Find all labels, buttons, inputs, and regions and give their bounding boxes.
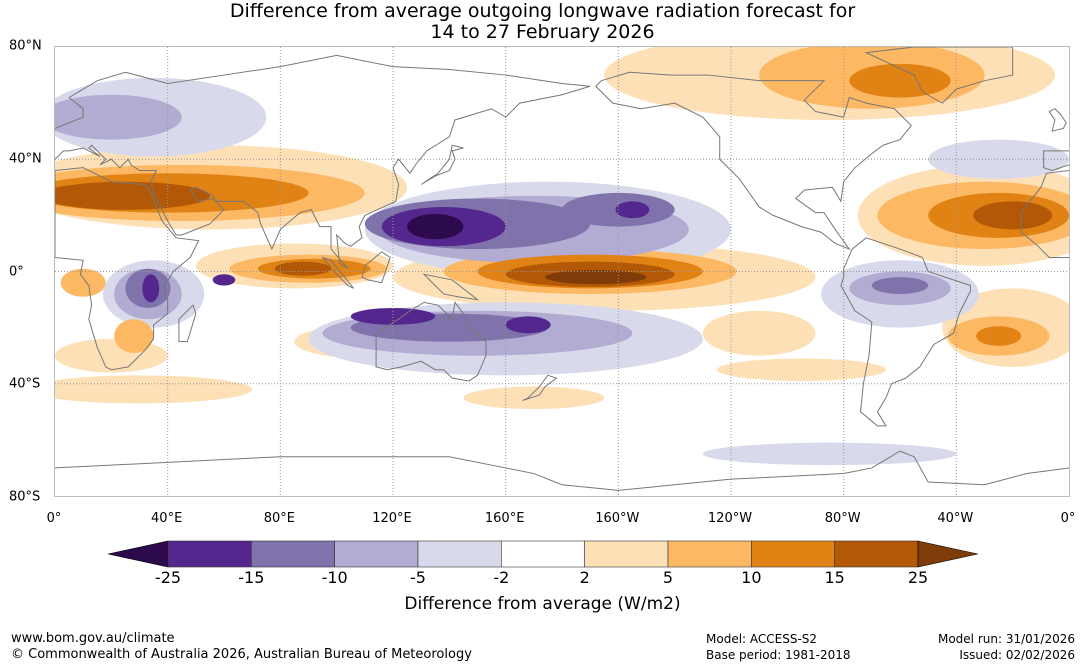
colorbar-swatch xyxy=(167,540,252,568)
colorbar-tick-label: -25 xyxy=(154,568,182,587)
olr-anomaly-map xyxy=(54,46,1070,497)
colorbar-swatch xyxy=(251,540,335,568)
lat-label: 0° xyxy=(9,264,24,279)
colorbar-tick-label: 5 xyxy=(662,568,674,587)
colorbar-tick-label: 2 xyxy=(579,568,590,587)
colorbar-tick-label: -2 xyxy=(493,568,510,587)
lon-label: 0° xyxy=(1060,511,1076,526)
lon-label: 40°E xyxy=(151,511,183,526)
colorbar-swatch xyxy=(667,540,752,568)
colorbar-tick-label: 10 xyxy=(741,568,762,587)
lon-label: 120°E xyxy=(372,511,412,526)
base-period: Base period: 1981-2018 xyxy=(706,648,851,662)
colorbar-tick-label: -5 xyxy=(410,568,426,587)
colorbar-swatch xyxy=(751,540,835,568)
colorbar-swatch xyxy=(584,540,669,568)
colorbar-title: Difference from average (W/m2) xyxy=(404,594,681,614)
colorbar-tick-label: -15 xyxy=(238,568,265,587)
colorbar-extend-low xyxy=(108,540,169,568)
lon-label: 120°W xyxy=(707,511,753,526)
lon-label: 160°E xyxy=(484,511,525,526)
lon-label: 160°W xyxy=(595,511,640,526)
colorbar-extend-high xyxy=(917,540,978,568)
coastlines xyxy=(55,47,1069,490)
colorbar-swatch xyxy=(417,540,502,568)
lat-label: 40°S xyxy=(9,376,41,392)
lon-label: 80°E xyxy=(263,511,295,526)
colorbar-swatch xyxy=(834,540,919,568)
colorbar xyxy=(108,540,978,568)
colorbar-swatch xyxy=(334,540,419,568)
chart-title-line-2: 14 to 27 February 2026 xyxy=(430,21,655,43)
lon-label: 40°W xyxy=(937,511,974,526)
lat-label: 40°N xyxy=(9,151,42,167)
colorbar-tick-label: 25 xyxy=(907,568,929,587)
source-url[interactable]: www.bom.gov.au/climate xyxy=(11,631,175,646)
graticule xyxy=(55,47,1069,496)
issued-date: Issued: 02/02/2026 xyxy=(959,648,1075,662)
model-run-date: Model run: 31/01/2026 xyxy=(937,632,1075,646)
chart-title-line-1: Difference from average outgoing longwav… xyxy=(229,0,856,22)
model-name: Model: ACCESS-S2 xyxy=(706,632,818,646)
lon-label: 0° xyxy=(46,511,62,526)
lat-label: 80°S xyxy=(9,489,41,505)
colorbar-swatch xyxy=(501,540,585,568)
lat-label: 80°N xyxy=(9,38,42,54)
copyright: © Commonwealth of Australia 2026, Austra… xyxy=(11,647,472,662)
colorbar-tick-label: 15 xyxy=(824,568,845,587)
colorbar-tick-label: -10 xyxy=(321,568,348,587)
lon-label: 80°W xyxy=(824,511,861,526)
